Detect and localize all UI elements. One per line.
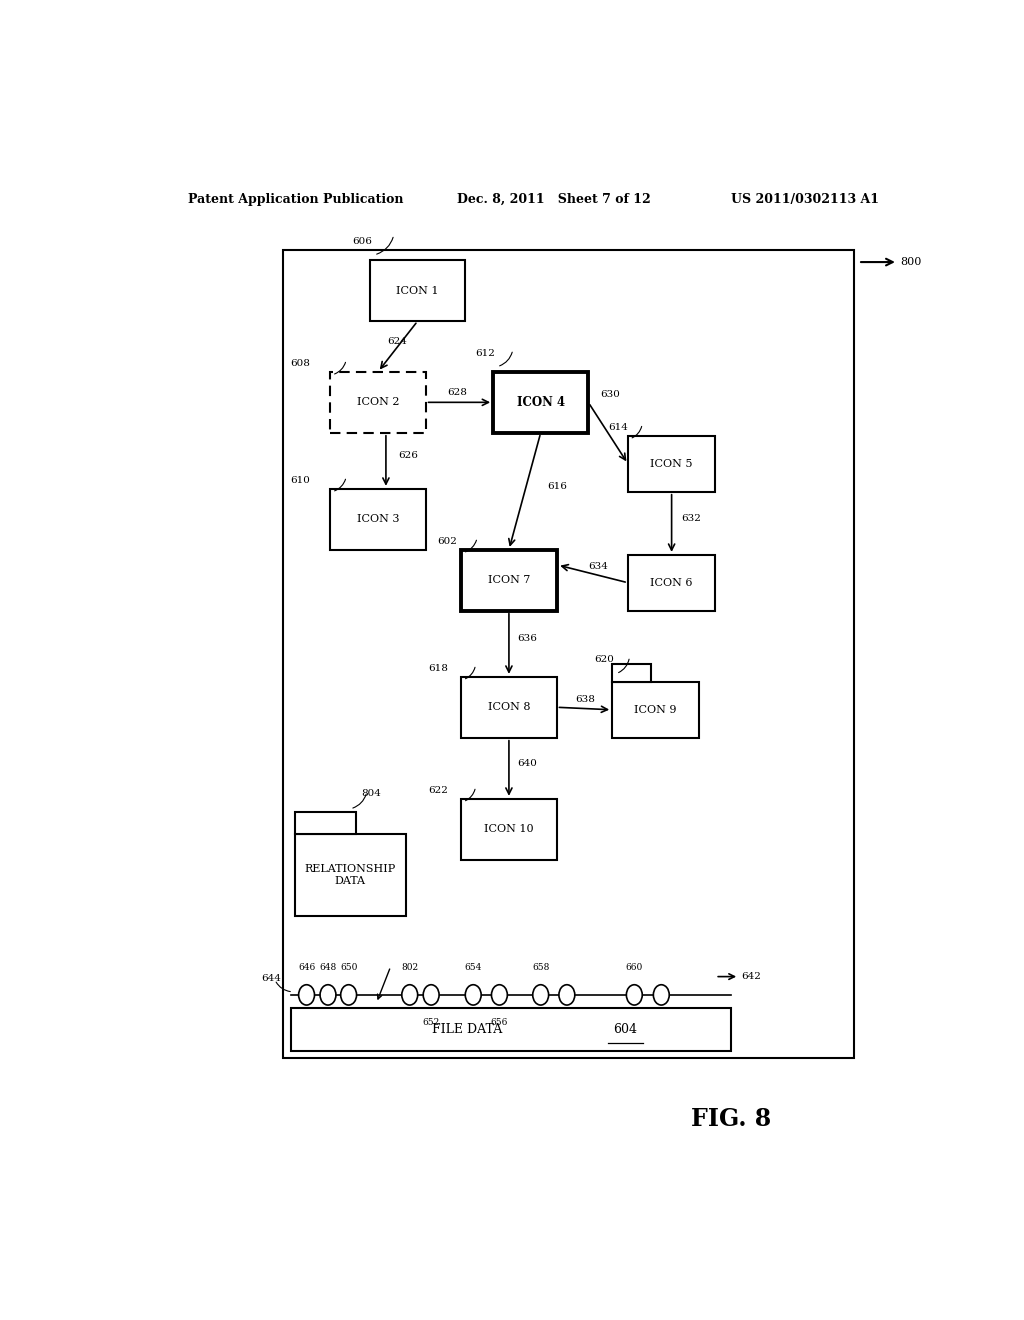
Text: 640: 640 [517, 759, 537, 768]
Text: ICON 7: ICON 7 [487, 576, 530, 585]
Bar [494, 372, 589, 433]
Text: RELATIONSHIP
DATA: RELATIONSHIP DATA [304, 865, 396, 886]
Text: 800: 800 [900, 257, 922, 267]
Text: 658: 658 [532, 962, 549, 972]
Bar [461, 799, 557, 859]
Circle shape [423, 985, 439, 1005]
Text: ICON 5: ICON 5 [650, 459, 693, 469]
Text: 632: 632 [681, 513, 701, 523]
Text: 624: 624 [387, 337, 408, 346]
Text: US 2011/0302113 A1: US 2011/0302113 A1 [731, 193, 880, 206]
Text: 638: 638 [574, 694, 595, 704]
Circle shape [321, 985, 336, 1005]
Text: 654: 654 [465, 962, 482, 972]
Text: 804: 804 [361, 789, 381, 799]
Text: 626: 626 [397, 451, 418, 461]
Text: 656: 656 [490, 1018, 508, 1027]
Bar [628, 436, 716, 492]
Bar [331, 488, 426, 549]
Text: 652: 652 [423, 1018, 439, 1027]
Circle shape [341, 985, 356, 1005]
Text: Patent Application Publication: Patent Application Publication [187, 193, 403, 206]
Bar [628, 554, 716, 611]
Text: 618: 618 [428, 664, 447, 673]
Bar [331, 372, 426, 433]
Circle shape [401, 985, 418, 1005]
Text: ICON 8: ICON 8 [487, 702, 530, 713]
Text: ICON 10: ICON 10 [484, 824, 534, 834]
Text: 628: 628 [447, 388, 467, 397]
Circle shape [653, 985, 670, 1005]
Circle shape [465, 985, 481, 1005]
Text: 622: 622 [428, 787, 447, 795]
Text: 642: 642 [741, 972, 761, 981]
Text: 634: 634 [588, 562, 608, 570]
Text: 660: 660 [626, 962, 643, 972]
Text: 608: 608 [291, 359, 310, 368]
Text: 620: 620 [595, 655, 614, 664]
Text: ICON 1: ICON 1 [396, 285, 439, 296]
Text: 630: 630 [600, 389, 621, 399]
Bar [461, 549, 557, 611]
Text: 650: 650 [340, 962, 357, 972]
Text: FILE DATA: FILE DATA [432, 1023, 502, 1036]
Bar [291, 1008, 731, 1051]
Bar [283, 249, 854, 1057]
Text: ICON 9: ICON 9 [635, 705, 677, 715]
Text: 606: 606 [352, 238, 373, 247]
Bar [461, 677, 557, 738]
Text: 604: 604 [613, 1023, 637, 1036]
Text: 646: 646 [298, 962, 315, 972]
Text: Dec. 8, 2011   Sheet 7 of 12: Dec. 8, 2011 Sheet 7 of 12 [458, 193, 651, 206]
Text: 610: 610 [291, 477, 310, 484]
Bar [295, 812, 355, 834]
Circle shape [532, 985, 549, 1005]
Text: 802: 802 [401, 962, 418, 972]
Text: 636: 636 [517, 634, 537, 643]
Text: 648: 648 [319, 962, 337, 972]
Bar [612, 682, 699, 738]
Text: 602: 602 [437, 537, 458, 546]
Bar [295, 834, 406, 916]
Text: 614: 614 [608, 424, 628, 432]
Text: ICON 4: ICON 4 [517, 396, 564, 409]
Text: ICON 2: ICON 2 [356, 397, 399, 408]
Circle shape [492, 985, 507, 1005]
Text: FIG. 8: FIG. 8 [691, 1107, 771, 1131]
Bar [612, 664, 651, 682]
Text: 616: 616 [547, 482, 567, 491]
Text: ICON 3: ICON 3 [356, 515, 399, 524]
Circle shape [627, 985, 642, 1005]
Circle shape [299, 985, 314, 1005]
Bar [370, 260, 465, 321]
Circle shape [559, 985, 574, 1005]
Text: ICON 6: ICON 6 [650, 578, 693, 587]
Text: 612: 612 [475, 348, 496, 358]
Text: 644: 644 [261, 974, 282, 983]
